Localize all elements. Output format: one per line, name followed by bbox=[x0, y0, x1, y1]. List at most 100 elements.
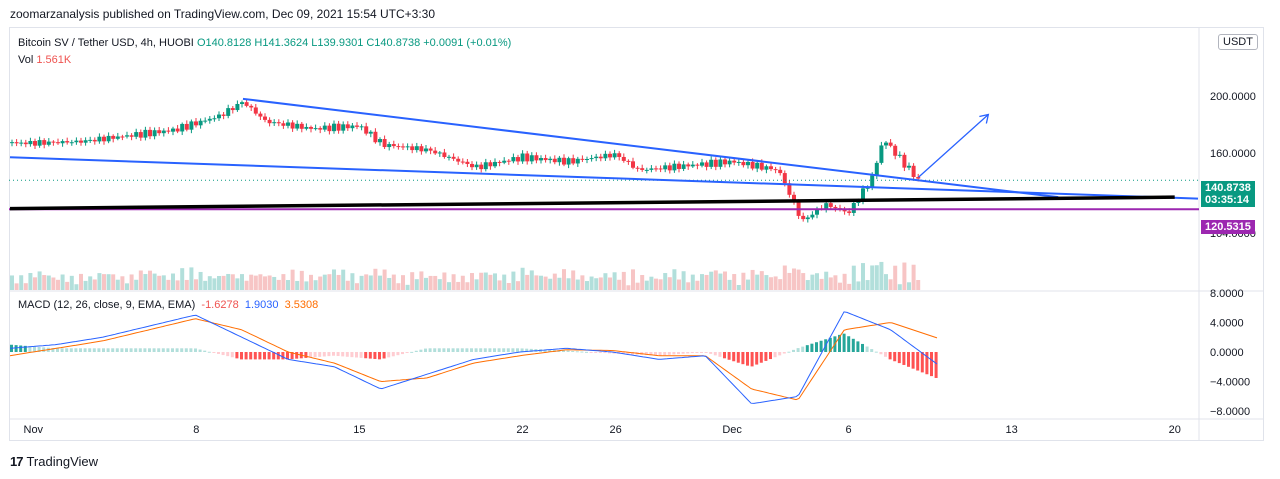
volume-bar bbox=[474, 279, 479, 290]
candle-body bbox=[870, 175, 875, 188]
macd-hist-bar bbox=[359, 352, 363, 358]
candle-body bbox=[355, 125, 359, 127]
candle-body bbox=[884, 142, 888, 146]
volume-bar bbox=[97, 273, 102, 290]
candle-body bbox=[479, 164, 484, 170]
macd-hist-bar bbox=[750, 352, 754, 367]
macd-tick-label: 8.0000 bbox=[1210, 288, 1244, 300]
macd-hist-bar bbox=[608, 352, 611, 354]
candle-body bbox=[631, 161, 635, 168]
candle-body bbox=[865, 187, 870, 189]
macd-hist-bar bbox=[566, 350, 570, 352]
symbol-label: Bitcoin SV / Tether USD, 4h, HUOBI bbox=[18, 37, 194, 49]
macd-hist-bar bbox=[221, 352, 225, 356]
volume-bar bbox=[336, 274, 341, 290]
volume-bar bbox=[663, 273, 668, 290]
macd-hist-bar bbox=[497, 348, 501, 352]
volume-bar bbox=[295, 280, 300, 290]
macd-hist-bar bbox=[258, 352, 262, 360]
candle-body bbox=[152, 130, 157, 137]
volume-bar bbox=[539, 275, 543, 290]
volume-bar bbox=[824, 271, 829, 290]
time-tick-label: 22 bbox=[516, 424, 528, 436]
volume-bar bbox=[106, 274, 111, 290]
macd-hist-bar bbox=[681, 352, 685, 354]
candle-body bbox=[69, 142, 74, 144]
volume-bar bbox=[102, 274, 106, 290]
volume-bar bbox=[479, 272, 484, 290]
candle-body bbox=[447, 156, 451, 158]
volume-bar bbox=[640, 275, 645, 290]
macd-hist-bar bbox=[171, 348, 174, 352]
macd-hist-bar bbox=[884, 352, 887, 357]
candle-body bbox=[161, 130, 166, 134]
volume-bar bbox=[723, 271, 727, 290]
macd-hist-bar bbox=[709, 352, 713, 354]
candle-body bbox=[474, 164, 479, 168]
candle-body bbox=[727, 160, 732, 165]
macd-hist-bar bbox=[460, 348, 464, 352]
currency-unit-button[interactable]: USDT bbox=[1218, 34, 1258, 50]
macd-hist-bar bbox=[667, 352, 671, 355]
macd-hist-bar bbox=[828, 337, 832, 352]
volume-bar bbox=[304, 281, 309, 290]
macd-hist-bar bbox=[727, 352, 731, 360]
candle-body bbox=[552, 158, 557, 163]
candle-body bbox=[373, 131, 378, 143]
volume-bar bbox=[460, 275, 465, 290]
volume-bar bbox=[488, 274, 493, 290]
candle-body bbox=[33, 140, 37, 146]
volume-bar bbox=[695, 280, 700, 290]
macd-hist-bar bbox=[704, 352, 708, 353]
candle-body bbox=[575, 158, 580, 164]
macd-hist-bar bbox=[391, 352, 395, 357]
volume-bar bbox=[769, 277, 773, 290]
footer[interactable]: 17 TradingView bbox=[10, 454, 98, 469]
macd-hist-bar bbox=[506, 348, 510, 352]
candle-body bbox=[667, 165, 672, 171]
volume-bar bbox=[851, 265, 856, 290]
candle-body bbox=[782, 173, 787, 184]
macd-hist-bar bbox=[888, 352, 892, 360]
candle-body bbox=[281, 123, 286, 126]
macd-hist-bar bbox=[838, 334, 841, 352]
candle-body bbox=[253, 107, 258, 114]
volume-bar bbox=[585, 281, 589, 290]
volume-bar bbox=[387, 277, 392, 290]
volume-bar bbox=[525, 274, 530, 290]
macd-hist-bar bbox=[907, 352, 910, 367]
candle-body bbox=[230, 108, 235, 111]
candle-body bbox=[460, 161, 465, 163]
macd-hist-bar bbox=[327, 352, 331, 357]
volume-bar bbox=[125, 283, 129, 290]
macd-hist-bar bbox=[148, 348, 151, 352]
macd-hist-bar bbox=[474, 348, 478, 352]
macd-hist-bar bbox=[782, 352, 786, 354]
macd-hist-bar bbox=[189, 348, 193, 352]
volume-bar bbox=[46, 275, 51, 290]
volume-bar bbox=[175, 280, 180, 290]
macd-hist-bar bbox=[529, 348, 533, 352]
candle-body bbox=[907, 165, 911, 168]
candle-body bbox=[644, 169, 649, 171]
macd-hist-bar bbox=[106, 348, 110, 352]
resistance-trendline bbox=[242, 97, 1059, 199]
candle-body bbox=[171, 128, 175, 132]
macd-hist-bar bbox=[120, 348, 124, 352]
volume-bar bbox=[115, 279, 120, 290]
volume-bar bbox=[355, 283, 359, 290]
macd-hist-bar bbox=[368, 352, 372, 359]
macd-hist-bar bbox=[203, 350, 207, 352]
macd-histogram bbox=[9, 311, 938, 404]
signal-line bbox=[9, 318, 938, 401]
vol-value: 1.561K bbox=[36, 54, 72, 66]
volume-bar bbox=[189, 267, 194, 290]
candle-body bbox=[263, 116, 267, 120]
macd-hist-bar bbox=[295, 352, 299, 359]
volume-bar bbox=[727, 279, 732, 290]
macd-hist-bar bbox=[336, 352, 340, 357]
volume-bar bbox=[69, 275, 74, 290]
macd-hist-bar bbox=[764, 352, 768, 361]
macd-line bbox=[9, 311, 938, 404]
